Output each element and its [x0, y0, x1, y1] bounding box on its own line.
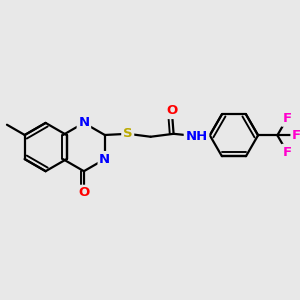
Text: F: F: [292, 129, 300, 142]
Text: O: O: [78, 186, 89, 200]
Text: N: N: [78, 116, 89, 129]
Text: O: O: [166, 104, 177, 117]
Text: S: S: [123, 127, 133, 140]
Text: F: F: [283, 146, 292, 158]
Text: NH: NH: [185, 130, 208, 143]
Text: F: F: [283, 112, 292, 125]
Text: N: N: [99, 153, 110, 166]
